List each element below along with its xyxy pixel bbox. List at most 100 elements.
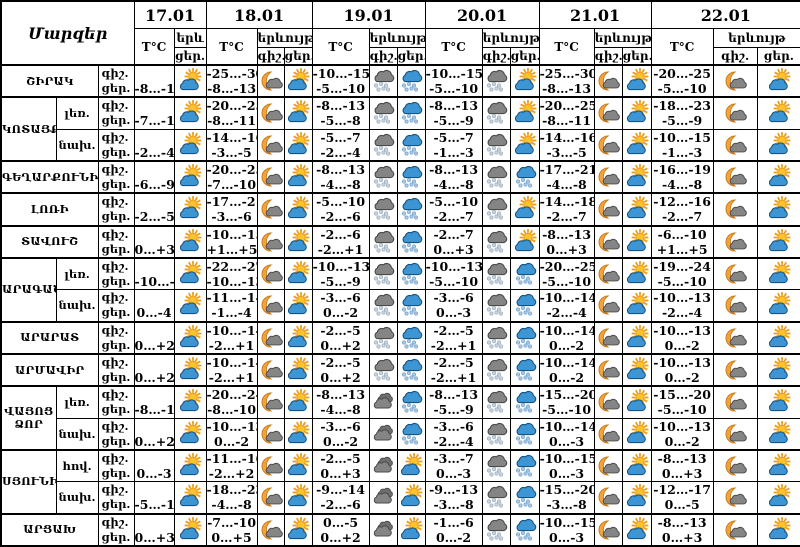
blue-cloud-snow-icon	[515, 166, 536, 188]
blue-cloud-snow-icon	[402, 133, 423, 156]
moon-cloud-icon	[725, 232, 747, 252]
day-label: ցեր.	[101, 113, 131, 128]
moon-cloud-icon	[725, 167, 747, 187]
night-icon-cell	[256, 128, 285, 162]
night-icon-cell	[368, 448, 398, 483]
night-label: գիշ.	[101, 322, 129, 337]
dark-cloud-snow-icon	[487, 166, 508, 188]
day-temp: -5…-10	[429, 274, 479, 290]
temp-cell: -6…-9	[133, 159, 175, 194]
night-icon-cell	[712, 159, 758, 194]
temp-column-header: T°C	[424, 28, 483, 66]
blue-cloud-snow-icon	[402, 198, 423, 220]
zone-cell: հով.	[55, 448, 99, 483]
temp-cell: 0…+3	[133, 224, 175, 259]
temp-cell: -20…-25 -5…-10	[538, 256, 595, 291]
night-icon-cell	[368, 128, 398, 162]
day-label: ցեր.	[101, 209, 131, 224]
night-temp	[135, 419, 173, 434]
region-row: ՍՅՈՒՆԻՔհով.գիշ.ցեր.0…-3-11…-16-2…+2-2…-5…	[0, 448, 800, 515]
day-icon-cell	[283, 417, 313, 451]
dark-cloud-snow-icon	[374, 359, 395, 381]
day-icon-cell	[509, 352, 540, 387]
day-icon-cell	[621, 159, 652, 194]
dark-cloud-snow-icon	[487, 518, 508, 541]
temp-cell: -18…-23 -5…-9	[650, 96, 714, 130]
sun-cloud-icon	[626, 484, 648, 507]
day-icon-cell	[396, 385, 426, 419]
temp-cell: -10…-13 -2…-4	[650, 289, 714, 323]
night-temp: 0…-5	[323, 514, 359, 530]
moon-cloud-icon	[725, 103, 747, 123]
sun-cloud-icon	[768, 516, 791, 539]
sun-cloud-icon	[180, 516, 202, 539]
night-temp	[135, 388, 173, 402]
moon-cloud-icon	[725, 199, 747, 219]
night-subheader: գիշ.	[256, 47, 285, 66]
day-icon-cell	[173, 256, 207, 291]
day-icon-cell	[621, 448, 652, 483]
day-subheader: ցեր.	[283, 47, 313, 66]
day-temp: -5…-10	[657, 81, 707, 97]
dark-cloud-snow-icon	[487, 230, 508, 253]
sun-cloud-icon	[768, 389, 791, 412]
moon-cloud-icon	[261, 103, 283, 123]
day-icon-cell	[621, 417, 652, 451]
day-temp: -10…-13	[134, 274, 175, 290]
night-icon-cell	[368, 481, 398, 515]
moon-cloud-icon	[261, 295, 283, 315]
zone-cell: նախ.	[55, 481, 99, 515]
day-temp: -4…-8	[211, 497, 252, 513]
zone-cell: լեռ.	[55, 96, 99, 130]
temp-column-header: T°C	[538, 28, 595, 66]
day-temp: -4…-8	[546, 177, 587, 193]
day-icon-cell	[756, 448, 800, 483]
moon-cloud-icon	[725, 424, 747, 444]
night-temp: -16…-19	[653, 162, 711, 178]
day-icon-cell	[396, 352, 426, 387]
temp-cell: -12…-16 -2…-7	[650, 192, 714, 227]
region-row: ԱՐԱՐԱՏգիշ.ցեր.0…+2-10…-14-2…+1-2…-50…+2-…	[0, 320, 800, 355]
day-icon-cell	[756, 96, 800, 130]
day-temp: -3…-8	[546, 497, 587, 513]
header-dates-row: Մարզեր 17.01 18.01 19.01 20.01 21.01 22.01	[0, 0, 800, 66]
day-temp: 0…+3	[433, 241, 474, 257]
sun-cloud-icon	[768, 228, 791, 251]
temp-cell: -10…-130…-2	[205, 417, 258, 451]
night-label: գիշ.	[101, 162, 129, 177]
day-icon-cell	[173, 385, 207, 419]
night-temp: -9…-14	[316, 482, 366, 498]
moon-cloud-icon	[725, 328, 747, 348]
day-icon-cell	[509, 481, 540, 515]
day-temp: 0…+3	[134, 529, 175, 545]
day-label: ցեր.	[101, 497, 131, 512]
dark-cloud-snow-icon	[374, 230, 395, 253]
day-icon-cell	[396, 512, 426, 547]
moon-cloud-icon	[725, 295, 747, 315]
day-temp: -5…-9	[433, 402, 474, 418]
night-icon-cell	[712, 448, 758, 483]
night-temp: -3…-6	[320, 418, 361, 434]
night-temp: -20…-25	[539, 259, 595, 275]
blue-cloud-snow-icon	[515, 518, 536, 541]
night-temp: -3…-6	[320, 290, 361, 306]
region-cell: ԱՐԱՐԱՏ	[0, 320, 99, 355]
day-temp: -3…-5	[546, 144, 587, 160]
dark-cloud-snow-icon	[374, 102, 395, 124]
temp-cell: -2…-4	[133, 128, 175, 162]
day-icon-cell	[756, 289, 800, 323]
temp-cell: -14…-18 -2…-7	[538, 192, 595, 227]
day-temp: -2…-4	[433, 433, 474, 449]
day-icon-cell	[173, 320, 207, 355]
moon-cloud-icon	[725, 264, 747, 284]
night-icon-cell	[481, 481, 511, 515]
night-temp: -18…-23	[206, 482, 256, 498]
temp-cell: -9…-13 -3…-8	[424, 481, 483, 515]
night-temp: -20…-25	[206, 98, 256, 114]
day-temp: 0…+3	[661, 466, 703, 482]
daypart-labels-cell: գիշ. ցեր.	[97, 481, 135, 515]
night-icon-cell	[256, 159, 285, 194]
blue-cloud-snow-icon	[402, 422, 423, 445]
temp-cell: 0…+2	[133, 352, 175, 387]
night-label: գիշ.	[101, 290, 129, 305]
